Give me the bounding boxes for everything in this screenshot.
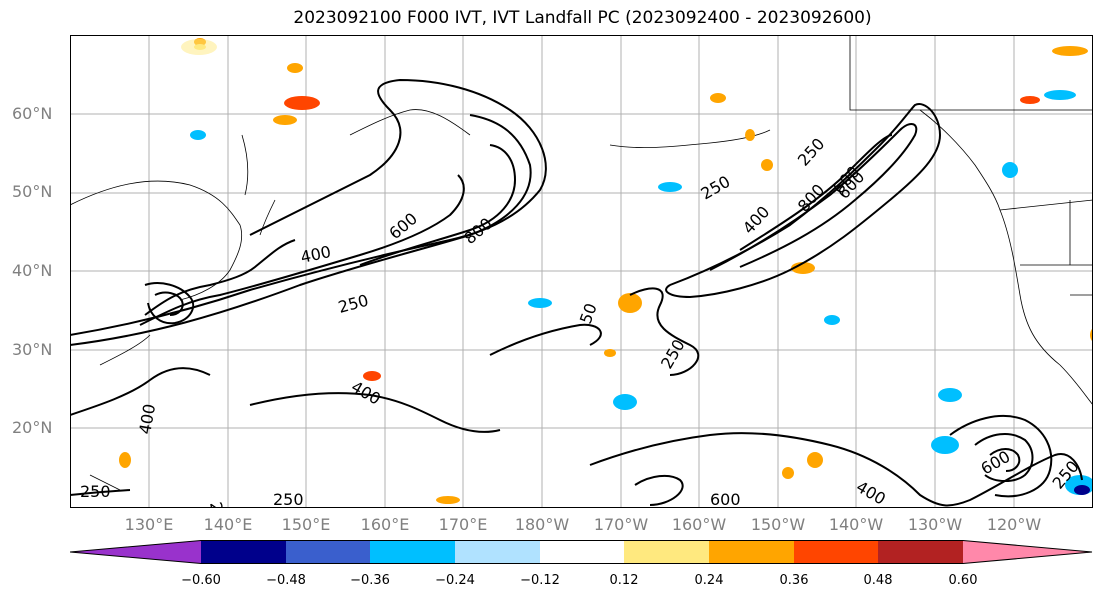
contour-label: 600	[385, 209, 421, 243]
contour-label: 250	[336, 291, 370, 317]
colorbar-segment	[540, 540, 624, 564]
ivt-map: 400 600 800 250 600 800 400 250 600 250 …	[70, 35, 1093, 508]
contour-label: 400	[299, 242, 333, 267]
lon-label: 150°W	[750, 515, 806, 534]
colorbar	[70, 540, 1093, 564]
map-panel: 400 600 800 250 600 800 400 250 600 250 …	[70, 35, 1093, 508]
lon-label: 130°W	[907, 515, 963, 534]
lon-label: 130°E	[124, 515, 174, 534]
lat-label-40n: 40°N	[12, 261, 53, 280]
contour-label: 50	[576, 301, 601, 327]
lon-label: 140°W	[828, 515, 884, 534]
lon-label: 160°W	[671, 515, 727, 534]
map-title: 2023092100 F000 IVT, IVT Landfall PC (20…	[293, 8, 872, 28]
map-frame	[70, 35, 1093, 508]
lon-label: 140°E	[203, 515, 253, 534]
lon-label: 170°W	[593, 515, 649, 534]
lat-label-20n: 20°N	[12, 418, 53, 437]
colorbar-segment	[709, 540, 794, 564]
lon-label: 120°W	[986, 515, 1042, 534]
contour-label: 600	[978, 447, 1014, 479]
pc-shading	[119, 38, 1093, 504]
contour-label: 250	[698, 172, 734, 204]
contour-label: 25	[206, 500, 228, 508]
colorbar-tick: −0.12	[520, 573, 560, 588]
contour-label: 800	[460, 214, 496, 248]
colorbar-tick: −0.48	[266, 573, 306, 588]
lon-label: 150°E	[281, 515, 331, 534]
contour-label-group: 400 600 800 250 600 800 400 250 600 250 …	[80, 134, 1083, 508]
colorbar-segment	[370, 540, 455, 564]
colorbar-segment	[70, 540, 201, 564]
contour-label: 800	[794, 180, 829, 215]
coastlines	[70, 35, 1093, 491]
colorbar-segment	[794, 540, 878, 564]
contour-label: 400	[135, 402, 159, 435]
colorbar-segment	[455, 540, 540, 564]
lon-label: 180°W	[514, 515, 570, 534]
colorbar-tick: 0.48	[863, 573, 893, 588]
colorbar-tick: 0.24	[694, 573, 724, 588]
colorbar-segment	[624, 540, 709, 564]
ivt-contours	[70, 78, 1083, 507]
contour-label: 400	[348, 377, 384, 409]
contour-label: 250	[794, 134, 829, 169]
colorbar-tick: 0.60	[948, 573, 978, 588]
colorbar-tick: −0.36	[350, 573, 390, 588]
colorbar-segment	[201, 540, 286, 564]
gridlines	[70, 35, 1093, 508]
lon-label: 170°E	[438, 515, 488, 534]
colorbar-tick: −0.24	[435, 573, 475, 588]
colorbar-segment	[878, 540, 963, 564]
contour-label: 250	[80, 482, 111, 501]
colorbar-outline	[70, 540, 1093, 564]
colorbar-tick: 0.36	[779, 573, 809, 588]
colorbar-segment	[963, 540, 1092, 564]
contour-label: 600	[710, 490, 741, 508]
lat-label-60n: 60°N	[12, 104, 53, 123]
lon-label: 160°E	[360, 515, 410, 534]
contour-label: 400	[853, 477, 889, 508]
colorbar-segment	[286, 540, 370, 564]
colorbar-tick: −0.60	[181, 573, 221, 588]
colorbar-tick: 0.12	[609, 573, 639, 588]
lat-label-50n: 50°N	[12, 182, 53, 201]
colorbar-segments	[70, 540, 1092, 564]
lat-label-30n: 30°N	[12, 340, 53, 359]
contour-label: 250	[273, 490, 304, 508]
